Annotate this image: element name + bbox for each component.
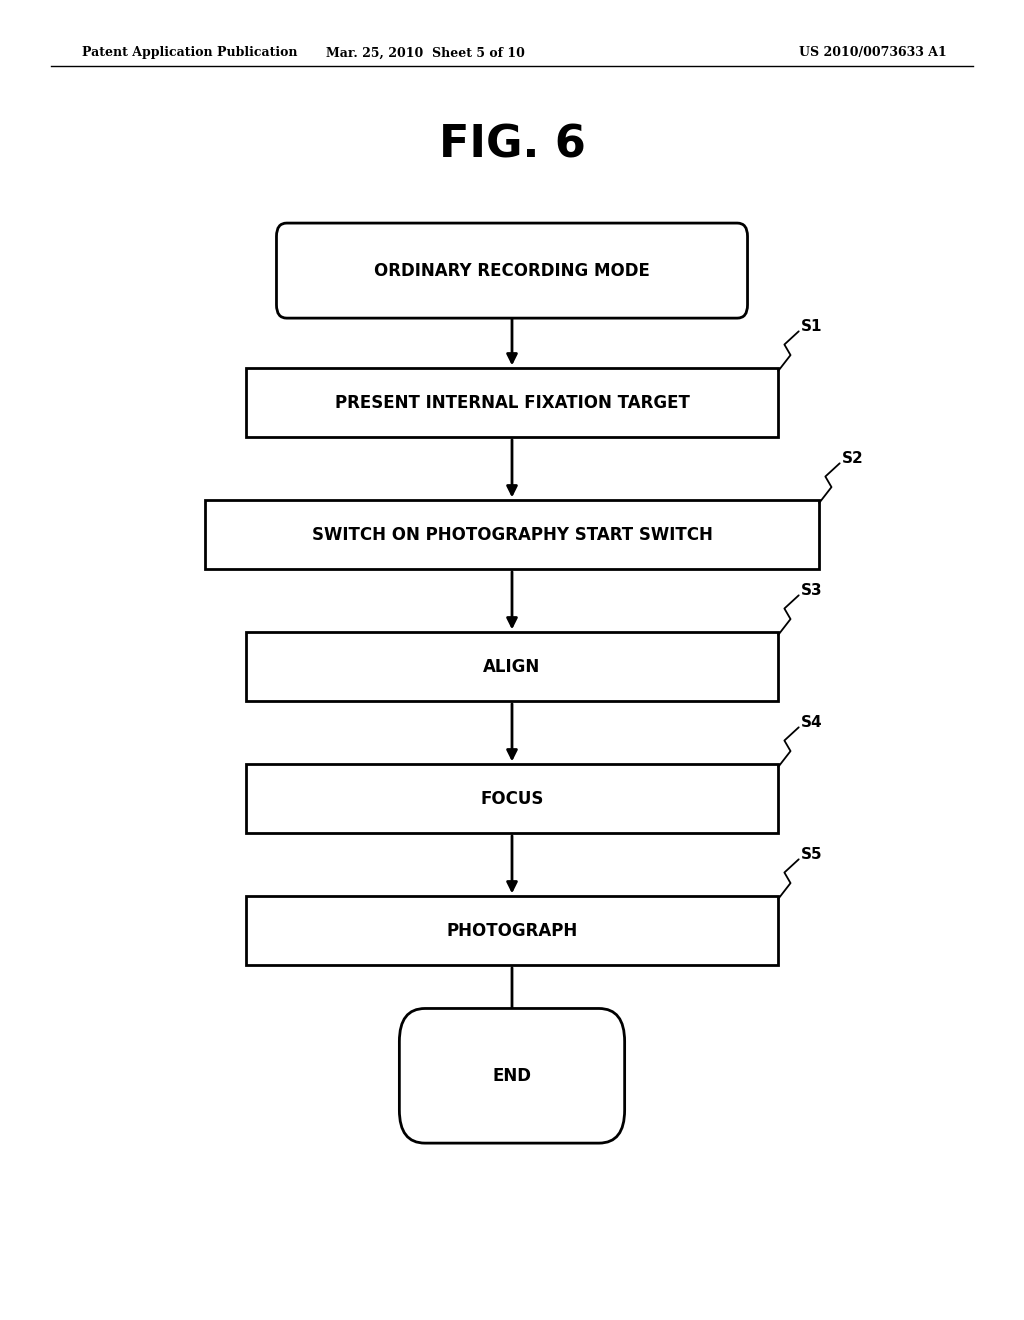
Bar [246,896,778,965]
Text: S1: S1 [801,318,822,334]
Text: US 2010/0073633 A1: US 2010/0073633 A1 [799,46,946,59]
Text: ALIGN: ALIGN [483,657,541,676]
Text: Patent Application Publication: Patent Application Publication [82,46,297,59]
Text: S5: S5 [801,846,822,862]
Text: S3: S3 [801,582,822,598]
Bar [205,500,819,569]
Text: FIG. 6: FIG. 6 [438,124,586,166]
Text: S2: S2 [842,450,863,466]
Bar [246,368,778,437]
Text: ORDINARY RECORDING MODE: ORDINARY RECORDING MODE [374,261,650,280]
FancyBboxPatch shape [276,223,748,318]
Text: Mar. 25, 2010  Sheet 5 of 10: Mar. 25, 2010 Sheet 5 of 10 [326,46,524,59]
Bar [246,632,778,701]
Bar [246,764,778,833]
Text: END: END [493,1067,531,1085]
Text: PHOTOGRAPH: PHOTOGRAPH [446,921,578,940]
FancyBboxPatch shape [399,1008,625,1143]
Text: PRESENT INTERNAL FIXATION TARGET: PRESENT INTERNAL FIXATION TARGET [335,393,689,412]
Text: S4: S4 [801,714,822,730]
Text: FOCUS: FOCUS [480,789,544,808]
Text: SWITCH ON PHOTOGRAPHY START SWITCH: SWITCH ON PHOTOGRAPHY START SWITCH [311,525,713,544]
